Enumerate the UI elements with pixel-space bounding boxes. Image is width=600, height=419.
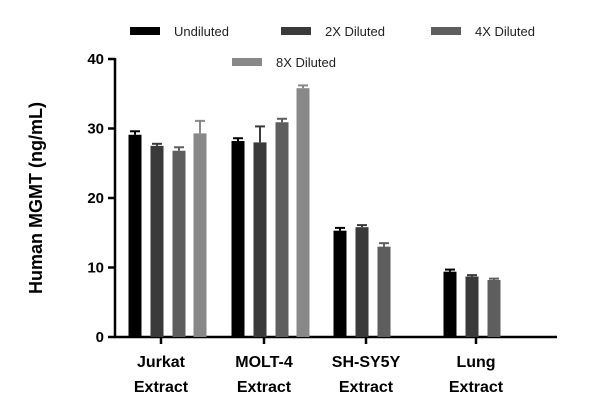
- x-tick-label: Jurkat: [137, 354, 186, 371]
- y-tick-label: 10: [87, 260, 104, 277]
- bar: [333, 230, 347, 337]
- axes: 0 10 20 30 40 Jurkat Extract MOLT-4 Extract SH-SY…: [87, 51, 557, 396]
- bar: [443, 271, 457, 337]
- legend-label: Undiluted: [174, 24, 229, 39]
- bar: [377, 246, 391, 337]
- bar: [128, 134, 142, 337]
- bar: [150, 145, 164, 337]
- legend-label: 4X Diluted: [475, 24, 535, 39]
- y-tick-label: 0: [96, 329, 104, 346]
- x-tick-label: Extract: [339, 379, 394, 396]
- bar: [465, 276, 479, 337]
- legend-label: 8X Diluted: [276, 55, 336, 70]
- bar: [296, 88, 310, 337]
- bar: [172, 150, 186, 337]
- x-tick-label: Extract: [237, 379, 292, 396]
- legend-label: 2X Diluted: [325, 24, 385, 39]
- legend-swatch: [130, 27, 160, 35]
- y-tick-label: 20: [87, 190, 104, 207]
- x-tick-label: SH-SY5Y: [332, 354, 401, 371]
- bars: [128, 84, 501, 338]
- bar: [253, 142, 267, 337]
- legend-swatch: [232, 58, 262, 66]
- x-tick-label: Extract: [449, 379, 504, 396]
- bar: [355, 227, 369, 337]
- bar: [487, 280, 501, 337]
- y-tick-label: 40: [87, 51, 104, 68]
- legend-swatch: [281, 27, 311, 35]
- bar: [275, 122, 289, 338]
- bar: [193, 133, 207, 337]
- x-tick-label: Extract: [134, 379, 189, 396]
- legend: Undiluted 2X Diluted 4X Diluted 8X Diluted: [130, 24, 535, 70]
- y-tick-label: 30: [87, 121, 104, 138]
- bar: [231, 141, 245, 337]
- x-tick-label: MOLT-4: [235, 354, 293, 371]
- x-tick-label: Lung: [456, 354, 495, 371]
- legend-swatch: [431, 27, 461, 35]
- y-axis-title: Human MGMT (ng/mL): [26, 102, 46, 294]
